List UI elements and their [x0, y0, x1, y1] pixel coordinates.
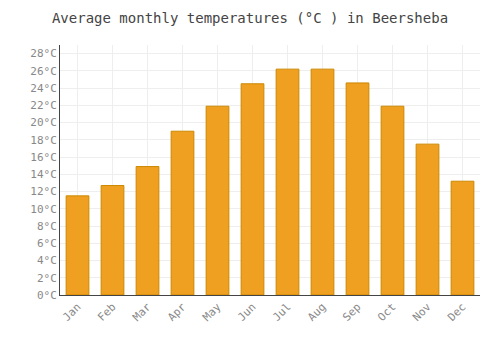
svg-text:12°C: 12°C [30, 185, 57, 198]
svg-text:2°C: 2°C [37, 272, 57, 285]
svg-text:Oct: Oct [375, 301, 398, 324]
svg-text:16°C: 16°C [30, 151, 57, 164]
svg-text:Apr: Apr [165, 300, 189, 324]
svg-text:10°C: 10°C [30, 203, 57, 216]
svg-text:24°C: 24°C [30, 82, 57, 95]
svg-text:14°C: 14°C [30, 168, 57, 181]
svg-text:4°C: 4°C [37, 254, 57, 267]
svg-text:8°C: 8°C [37, 220, 57, 233]
svg-text:22°C: 22°C [30, 99, 57, 112]
svg-text:6°C: 6°C [37, 237, 57, 250]
svg-text:Feb: Feb [95, 301, 118, 324]
svg-text:28°C: 28°C [30, 47, 57, 60]
svg-text:Jan: Jan [60, 301, 83, 324]
svg-text:Sep: Sep [340, 301, 363, 324]
svg-text:Nov: Nov [410, 300, 434, 324]
svg-text:18°C: 18°C [30, 134, 57, 147]
svg-text:26°C: 26°C [30, 65, 57, 78]
svg-text:May: May [200, 300, 224, 324]
svg-text:Jun: Jun [235, 301, 258, 324]
svg-text:0°C: 0°C [37, 289, 57, 302]
svg-text:Aug: Aug [305, 301, 328, 324]
svg-text:Average monthly temperatures (: Average monthly temperatures (°C ) in Be… [52, 10, 448, 26]
svg-text:Mar: Mar [130, 300, 154, 324]
svg-text:20°C: 20°C [30, 116, 57, 129]
svg-text:Jul: Jul [270, 301, 293, 324]
svg-text:Dec: Dec [445, 301, 468, 324]
